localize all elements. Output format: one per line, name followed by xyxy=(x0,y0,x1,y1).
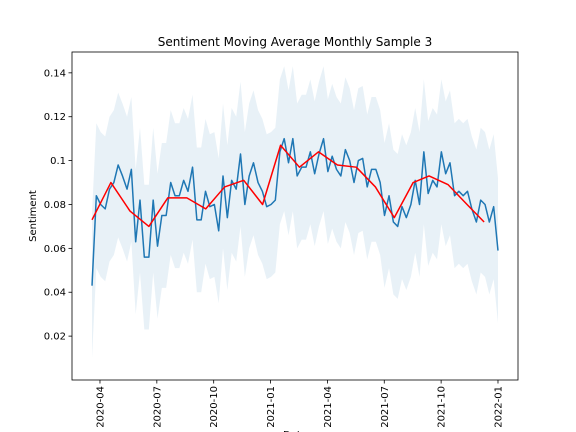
x-tick-label: 2022-01 xyxy=(493,386,504,428)
x-tick-label: 2021-07 xyxy=(380,386,391,428)
x-tick-label: 2020-04 xyxy=(95,386,106,428)
y-tick-label: 0.1 xyxy=(50,156,66,167)
y-tick-label: 0.02 xyxy=(44,332,66,343)
x-tick-label: 2020-07 xyxy=(152,386,163,428)
axes-frame xyxy=(71,51,519,381)
confidence-band xyxy=(92,66,498,359)
y-tick-label: 0.14 xyxy=(44,68,66,79)
x-tick-label: 2021-10 xyxy=(437,386,448,428)
x-tick-label: 2020-10 xyxy=(209,386,220,428)
y-tick-label: 0.04 xyxy=(44,288,66,299)
y-tick-label: 0.06 xyxy=(44,244,66,255)
x-tick-label: 2021-01 xyxy=(266,386,277,428)
y-axis-label: Sentiment xyxy=(28,190,39,242)
data-line xyxy=(91,137,499,286)
data-line xyxy=(91,144,485,228)
chart-title: Sentiment Moving Average Monthly Sample … xyxy=(158,35,432,49)
plot-area xyxy=(91,66,499,359)
y-tick-label: 0.08 xyxy=(44,200,66,211)
x-tick-label: 2021-04 xyxy=(323,386,334,428)
x-axis-label: Date xyxy=(283,430,307,432)
y-tick-label: 0.12 xyxy=(44,112,66,123)
